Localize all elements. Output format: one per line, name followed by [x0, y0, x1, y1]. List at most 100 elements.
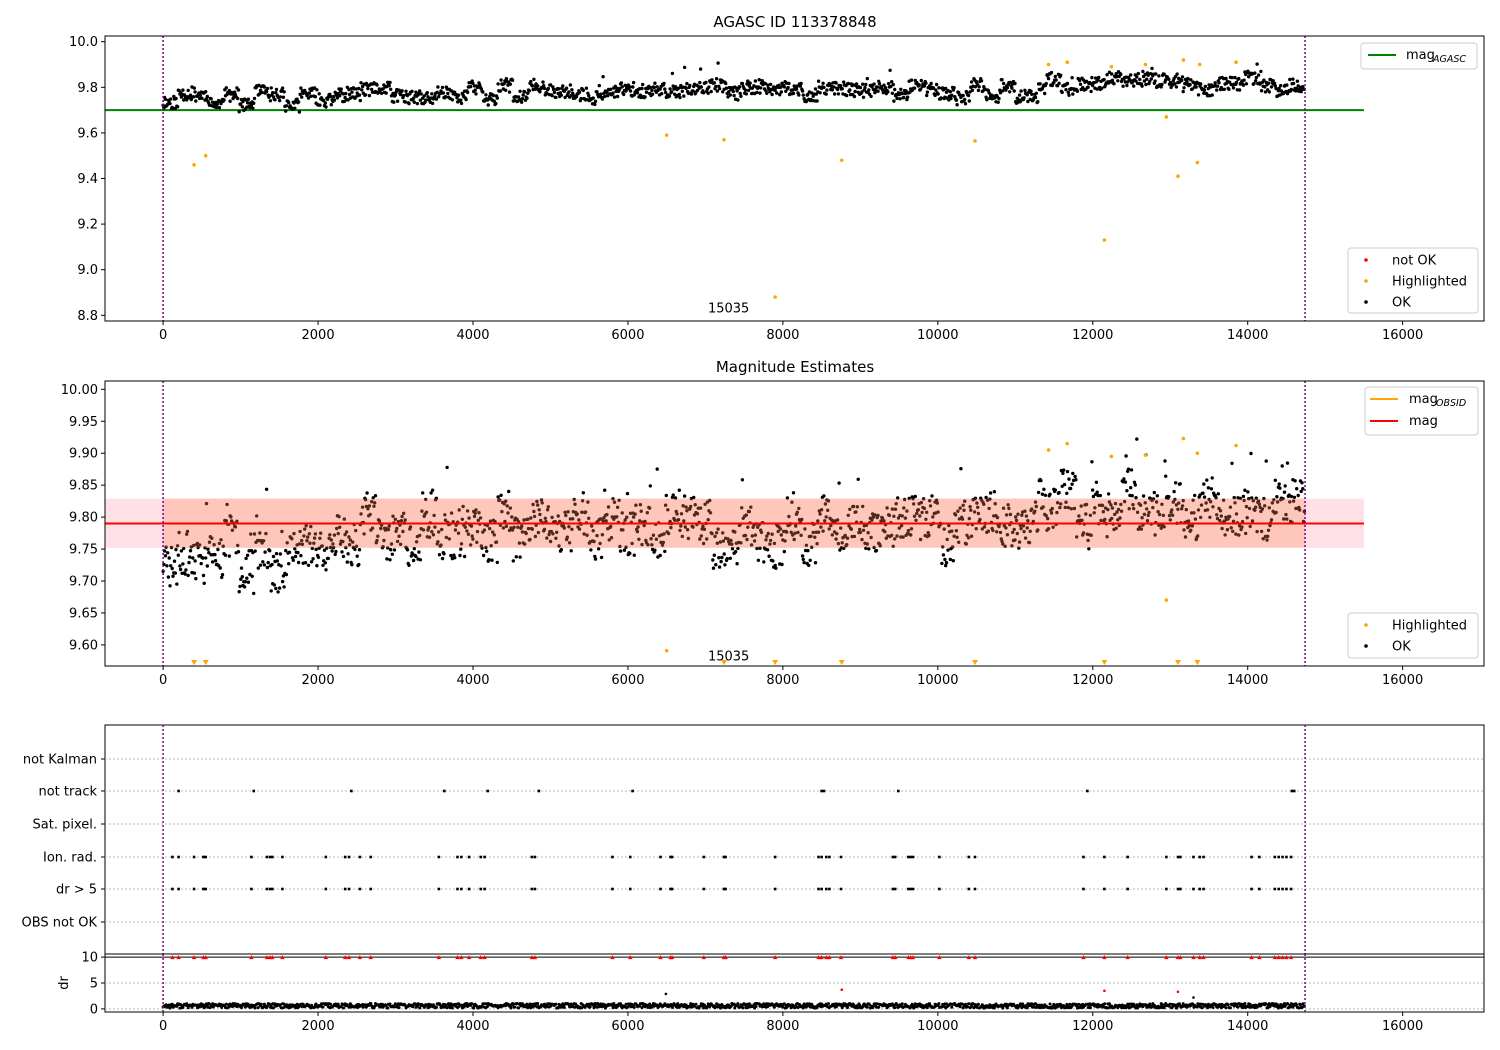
legend-lower: Highlighted OK	[1347, 612, 1479, 659]
flag-row-label: Sat. pixel.	[33, 818, 97, 833]
plot-frame	[104, 35, 1485, 322]
highlighted-point	[1102, 238, 1107, 242]
flag-marker	[817, 887, 820, 891]
flag-marker	[1258, 887, 1261, 891]
highlighted-point	[773, 295, 777, 299]
panel1-title: AGASC ID 113378848	[713, 13, 876, 31]
lower-limit-marker	[721, 660, 728, 665]
y-tick-label: 9.70	[69, 575, 98, 590]
highlighted-point	[1181, 436, 1186, 441]
flag-marker	[1281, 855, 1284, 859]
highlighted-point	[1046, 448, 1051, 452]
flag-marker	[202, 887, 205, 891]
ok-points	[161, 61, 1307, 114]
x-tick-label: 8000	[766, 673, 799, 688]
flag-marker	[1202, 887, 1205, 891]
highlighted-point	[722, 137, 726, 142]
legend-lower: not OK Highlighted OK	[1347, 247, 1479, 314]
legend-label: not OK	[1392, 254, 1437, 269]
dr-clipped-marker	[827, 955, 832, 960]
flag-marker	[460, 855, 463, 859]
dr-clipped-marker	[357, 955, 363, 960]
lower-limit-marker	[838, 660, 845, 665]
dr-clipped-marker	[436, 955, 442, 960]
y-tick-label: 9.6	[77, 126, 98, 141]
flag-marker	[628, 855, 632, 859]
flag-marker	[820, 855, 823, 859]
legend-box	[1360, 42, 1478, 70]
flag-marker	[324, 855, 328, 859]
flag-marker	[1165, 855, 1168, 859]
highlighted-point	[1109, 64, 1114, 69]
flag-marker	[1198, 855, 1201, 859]
lower-limit-marker	[1101, 660, 1108, 665]
flag-marker	[893, 887, 897, 891]
flag-marker	[530, 887, 534, 891]
dr-clipped-marker	[1249, 955, 1254, 960]
flag-marker	[1176, 887, 1180, 891]
y-tick-label: 10.00	[61, 383, 98, 398]
highlighted-point	[1143, 62, 1148, 67]
y-tick-label: 9.95	[69, 415, 98, 430]
flag-marker	[1179, 855, 1182, 859]
flag-marker	[631, 789, 634, 793]
dr-clipped-marker	[1164, 955, 1169, 960]
panel2-title: Magnitude Estimates	[716, 358, 874, 376]
y-tick-label: 9.8	[77, 81, 98, 96]
x-tick-label: 10000	[917, 328, 958, 343]
dr-clipped-marker	[1081, 955, 1086, 960]
flag-marker	[824, 887, 828, 891]
x-tick-label: 10000	[917, 1019, 958, 1034]
flag-marker	[820, 789, 823, 793]
legend-box	[1347, 612, 1479, 659]
flag-marker	[265, 887, 269, 891]
flag-marker	[628, 887, 632, 891]
flag-marker	[1277, 887, 1280, 891]
flag-marker	[177, 789, 180, 793]
ok-points	[161, 437, 1307, 596]
dr-clipped-marker	[937, 955, 942, 960]
flag-marker	[250, 855, 253, 859]
dr-points	[161, 1002, 1306, 1010]
dr-clipped-marker	[1288, 955, 1294, 960]
flag-marker	[1285, 887, 1288, 891]
flag-marker	[973, 855, 977, 859]
flag-marker	[1202, 855, 1205, 859]
legend-label: Highlighted	[1392, 619, 1467, 634]
y-tick-label: 9.75	[69, 543, 98, 558]
flag-marker	[1289, 855, 1293, 859]
flag-marker	[437, 855, 441, 859]
flag-marker	[530, 855, 534, 859]
flag-marker	[1258, 855, 1261, 859]
dr-clipped-marker	[264, 955, 270, 960]
dr-clipped-marker	[966, 955, 972, 960]
legend-label-subscript: OBSID	[1436, 398, 1466, 409]
y-tick-label: 9.4	[77, 172, 98, 187]
flag-marker	[1277, 855, 1280, 859]
x-tick-label: 16000	[1382, 673, 1423, 688]
flag-marker	[822, 789, 826, 793]
highlighted-point	[1234, 60, 1238, 65]
flag-marker	[467, 887, 471, 891]
x-tick-label: 12000	[1072, 673, 1113, 688]
dr-ylabel: dr	[57, 976, 72, 990]
y-tick-label: 5	[90, 977, 98, 992]
lower-limit-marker	[772, 660, 779, 665]
flag-marker	[177, 887, 180, 891]
flag-marker	[443, 789, 446, 793]
dr-clipped-marker	[280, 955, 285, 960]
x-tick-label: 6000	[611, 328, 644, 343]
x-tick-label: 6000	[611, 1019, 644, 1034]
x-tick-label: 12000	[1072, 1019, 1113, 1034]
flag-marker	[324, 887, 328, 891]
panel1-axes: 0 2000 4000 6000 8000 10000 12000 14000 16000 8.8…	[69, 35, 1485, 343]
flag-marker	[456, 887, 459, 891]
dr-outlier-not-ok	[840, 988, 844, 992]
highlighted-point	[664, 648, 669, 653]
dr-clipped-marker	[819, 955, 824, 960]
highlighted-point	[1109, 454, 1114, 459]
dr-clipped-marker	[478, 955, 483, 960]
flag-marker	[659, 855, 662, 859]
x-tick-label: 10000	[917, 673, 958, 688]
obsid-annotation: 15035	[708, 301, 749, 316]
